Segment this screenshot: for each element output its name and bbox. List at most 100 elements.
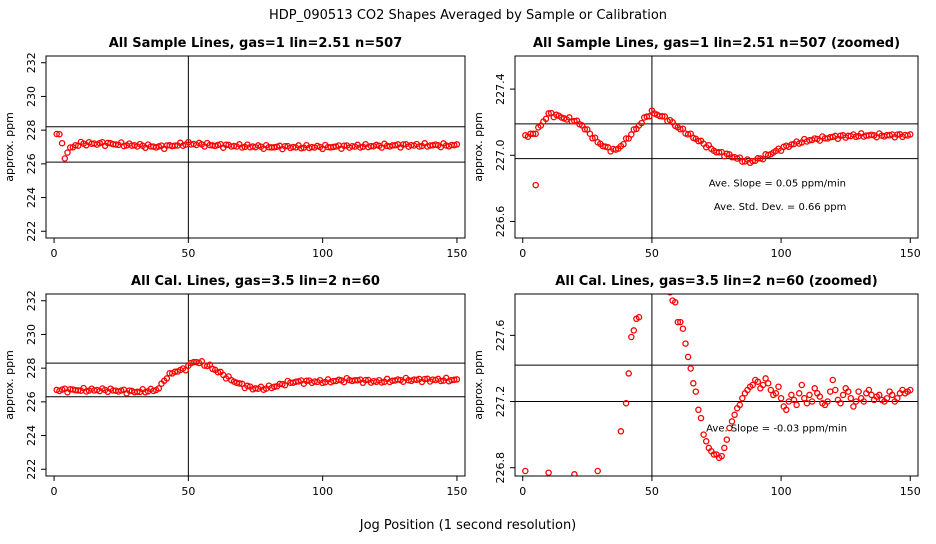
data-point [695, 137, 702, 145]
x-tick-label: 150 [900, 485, 921, 498]
data-point [767, 386, 775, 394]
x-tick-label: 150 [446, 247, 467, 260]
panel-title: All Sample Lines, gas=1 lin=2.51 n=507 (… [533, 36, 900, 51]
data-point [793, 401, 800, 409]
data-point [677, 126, 684, 133]
data-point [586, 130, 594, 137]
data-point [736, 401, 744, 409]
data-point [876, 391, 883, 399]
data-point [171, 368, 179, 376]
data-point [58, 139, 66, 147]
data-point [847, 394, 855, 402]
data-point [635, 313, 643, 321]
data-point [702, 438, 710, 445]
data-point [394, 376, 402, 383]
data-point [163, 375, 171, 382]
data-point [690, 380, 697, 387]
data-point [581, 126, 589, 133]
data-point [72, 141, 79, 149]
panel-title: All Cal. Lines, gas=3.5 lin=2 n=60 (zoom… [555, 274, 877, 289]
data-point [646, 113, 653, 120]
data-point [795, 390, 803, 397]
data-point [630, 126, 638, 133]
data-point [628, 333, 635, 341]
data-point [236, 380, 243, 387]
data-point [628, 131, 635, 138]
data-point [53, 130, 60, 138]
data-point [643, 113, 651, 120]
data-point [120, 142, 128, 150]
y-tick-label: 222 [25, 221, 38, 242]
x-tick-label: 0 [519, 247, 526, 260]
panel-sample: All Sample Lines, gas=1 lin=2.51 n=507 0 5… [3, 36, 467, 260]
data-point [777, 394, 785, 402]
data-point [620, 140, 627, 148]
data-point [687, 365, 694, 372]
data-point [739, 394, 746, 402]
data-point [61, 155, 69, 162]
data-point [684, 353, 692, 361]
data-point [723, 436, 731, 443]
data-point [759, 155, 767, 163]
data-point [824, 398, 831, 405]
y-tick-label: 224 [25, 425, 38, 446]
data-point [883, 394, 891, 402]
y-tick-label: 226.6 [494, 206, 507, 238]
y-tick-label: 230 [25, 86, 38, 107]
panel-cal: All Cal. Lines, gas=3.5 lin=2 n=60 0 50 100… [3, 274, 467, 498]
data-point [721, 444, 728, 452]
x-tick-label: 100 [312, 485, 333, 498]
y-tick-label: 232 [25, 290, 38, 311]
data-point [571, 471, 578, 476]
data-point [832, 386, 839, 394]
data-point [671, 299, 679, 306]
data-point [66, 144, 74, 151]
annotation: Ave. Slope = -0.03 ppm/min [706, 423, 847, 434]
data-point [806, 391, 813, 399]
data-point [731, 411, 738, 419]
data-point [622, 399, 630, 407]
data-point [679, 125, 687, 132]
data-point [788, 141, 795, 148]
data-point [182, 367, 189, 374]
data-point [764, 380, 772, 387]
data-point [674, 318, 682, 326]
x-tick-label: 50 [645, 247, 659, 260]
data-point [617, 428, 625, 435]
data-point [589, 135, 596, 142]
data-point [677, 318, 684, 326]
data-point [749, 157, 756, 165]
data-point [695, 406, 702, 414]
main-title: HDP_090513 CO2 Shapes Averaged by Sample… [269, 8, 667, 23]
data-point [522, 467, 529, 475]
data-point [850, 403, 857, 410]
data-point [783, 406, 790, 414]
data-point [907, 131, 914, 138]
data-point [772, 390, 780, 397]
data-point [74, 387, 82, 394]
data-point [692, 388, 700, 395]
data-point [715, 149, 723, 156]
data-point [775, 383, 782, 390]
data-point [868, 391, 875, 399]
data-point [297, 145, 305, 152]
data-point [700, 431, 707, 438]
y-tick-label: 232 [25, 52, 38, 73]
x-tick-label: 150 [446, 485, 467, 498]
data-point [860, 398, 868, 405]
data-point [64, 149, 71, 156]
panel-cal-zoomed: All Cal. Lines, gas=3.5 lin=2 n=60 (zoom… [472, 274, 921, 498]
data-points [53, 130, 461, 162]
data-point [762, 375, 769, 382]
data-point [571, 117, 578, 125]
y-tick-label: 228 [25, 358, 38, 379]
x-tick-label: 0 [519, 485, 526, 498]
data-point [852, 398, 860, 405]
y-tick-label: 226 [25, 153, 38, 174]
data-point [378, 379, 385, 386]
y-tick-label: 228 [25, 120, 38, 141]
data-point [754, 378, 762, 385]
data-point [451, 376, 458, 384]
data-point [739, 158, 746, 165]
